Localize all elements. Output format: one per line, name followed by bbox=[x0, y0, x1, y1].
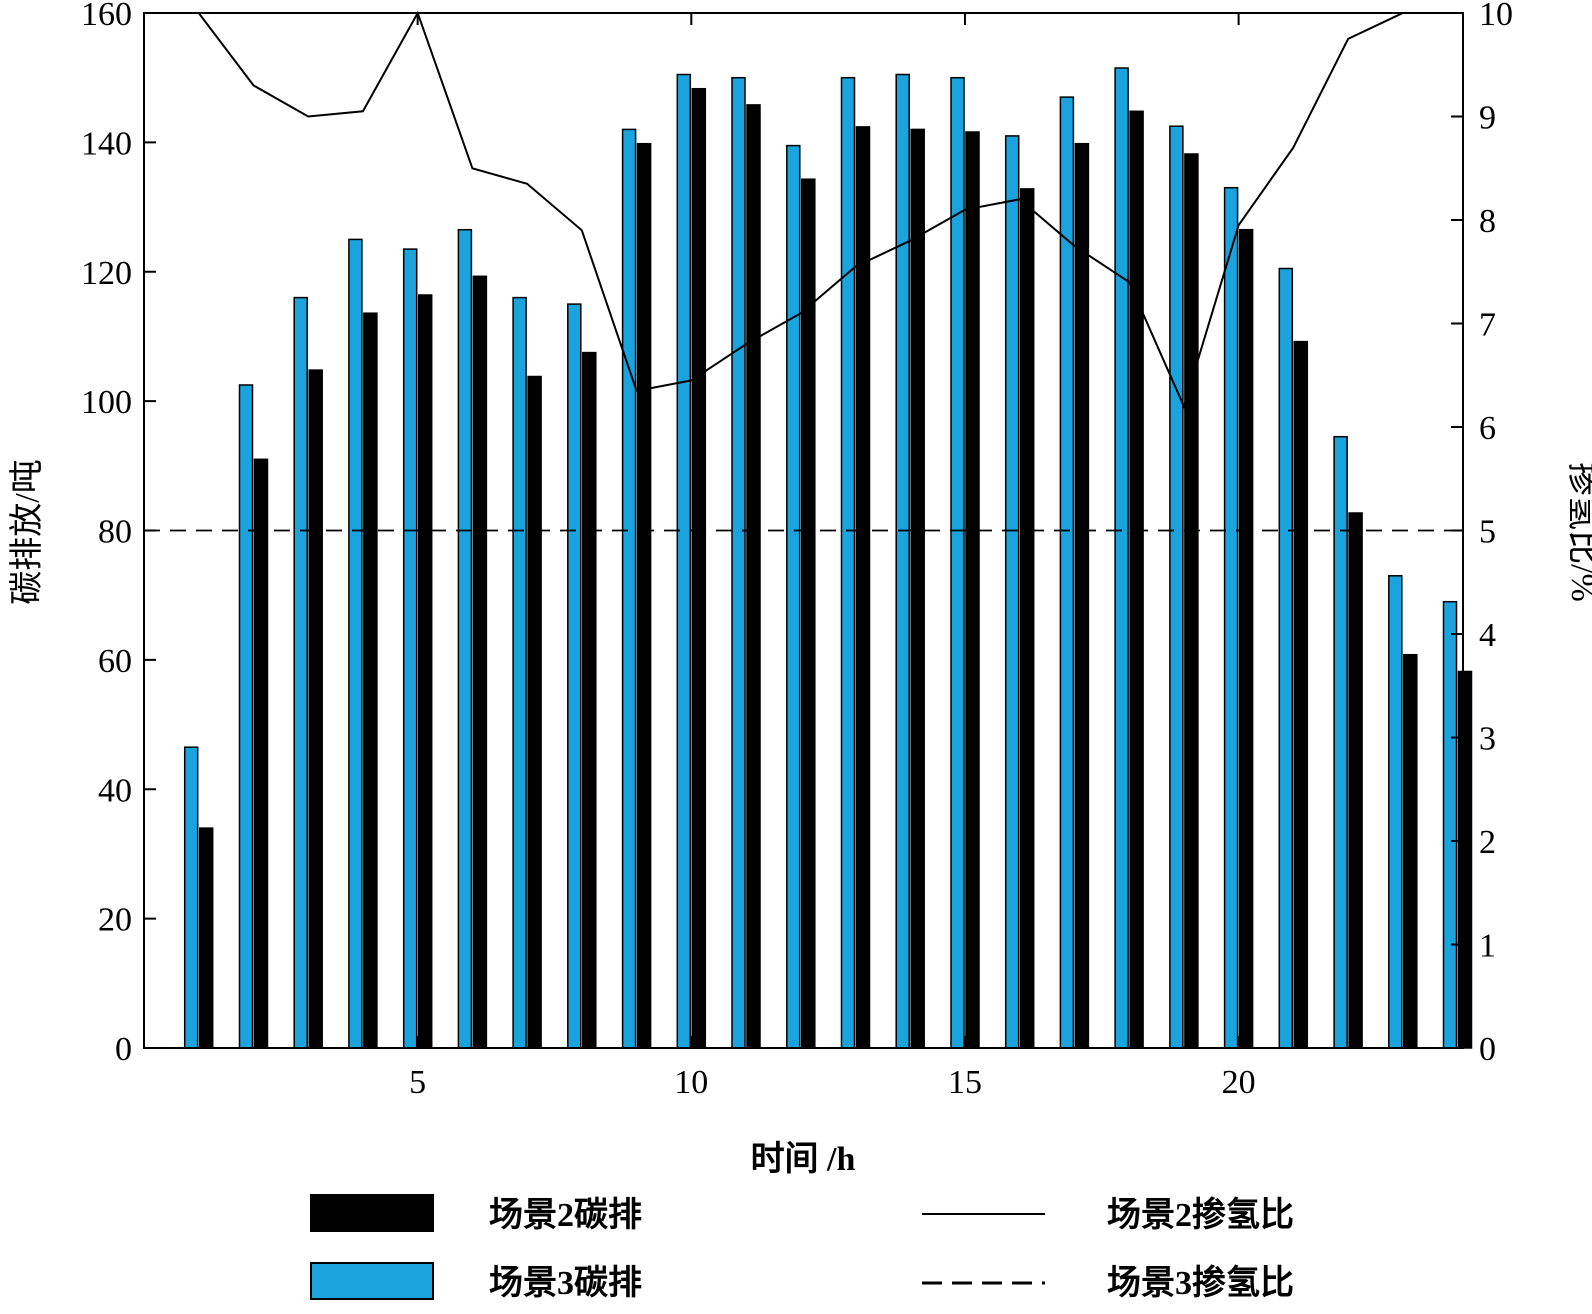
bar-scenario2-emission-6 bbox=[472, 275, 488, 1049]
line-scenario2-ratio bbox=[197, 10, 1458, 410]
y-right-tick-label: 5 bbox=[1479, 514, 1496, 551]
bar-scenario2-emission-23 bbox=[1403, 653, 1418, 1049]
bar-scenario3-emission-11 bbox=[731, 76, 746, 1049]
bar-scenario3-emission-9 bbox=[621, 128, 637, 1049]
y-right-tick-label: 9 bbox=[1479, 100, 1496, 137]
bar-scenario2-emission-17 bbox=[1074, 142, 1090, 1049]
bar-scenario2-emission-20 bbox=[1238, 228, 1254, 1049]
bar-scenario3-emission-23 bbox=[1388, 575, 1403, 1049]
y-left-tick-label: 120 bbox=[81, 255, 132, 292]
bar-scenario2-emission-24 bbox=[1457, 670, 1473, 1049]
y-axis-left-label: 碳排放/吨 bbox=[8, 459, 46, 604]
bar-scenario2-emission-5 bbox=[417, 294, 433, 1049]
bar-scenario2-emission-2 bbox=[253, 458, 269, 1049]
bar-scenario3-emission-7 bbox=[512, 296, 527, 1049]
bar-scenario2-emission-9 bbox=[636, 142, 652, 1049]
y-left-tick-label: 60 bbox=[98, 643, 132, 680]
bar-scenario2-emission-21 bbox=[1293, 340, 1309, 1049]
y-axis-right-label: 掺氢比/% bbox=[1564, 462, 1592, 602]
y-right-tick-label: 4 bbox=[1479, 617, 1496, 654]
lines-layer bbox=[144, 10, 1463, 532]
x-tick-label: 5 bbox=[409, 1064, 426, 1101]
bar-scenario2-emission-14 bbox=[910, 128, 925, 1049]
bar-scenario3-emission-24 bbox=[1442, 600, 1458, 1049]
bar-scenario3-emission-1 bbox=[183, 746, 199, 1049]
legend-label-scenario3-emission: 场景3碳排 bbox=[489, 1264, 642, 1302]
bar-scenario3-emission-13 bbox=[840, 76, 856, 1049]
y-left-tick-label: 140 bbox=[81, 125, 132, 162]
y-right-tick-label: 10 bbox=[1479, 0, 1513, 33]
bar-scenario2-emission-1 bbox=[198, 827, 214, 1049]
y-left-tick-label: 20 bbox=[98, 902, 132, 939]
y-left-tick-label: 40 bbox=[98, 772, 132, 809]
bar-scenario2-emission-15 bbox=[965, 131, 980, 1049]
y-right-tick-label: 2 bbox=[1479, 824, 1496, 861]
y-right-tick-label: 0 bbox=[1479, 1031, 1496, 1068]
bar-scenario3-emission-14 bbox=[895, 73, 910, 1049]
y-left-tick-label: 80 bbox=[98, 514, 132, 551]
bar-scenario3-emission-2 bbox=[238, 384, 254, 1049]
bar-scenario3-emission-6 bbox=[457, 228, 473, 1049]
bar-scenario2-emission-3 bbox=[308, 369, 323, 1049]
bar-scenario2-emission-7 bbox=[527, 375, 542, 1049]
bar-scenario3-emission-19 bbox=[1169, 125, 1184, 1049]
bar-scenario2-emission-10 bbox=[691, 87, 707, 1049]
legend-label-scenario3-ratio: 场景3掺氢比 bbox=[1107, 1263, 1294, 1302]
x-axis-label: 时间 /h bbox=[751, 1140, 856, 1178]
ticks-layer: 5 10 15 20 0 20 40 60 80 100 120 140 160 0 1 2 3 4 5 6 7 8 9 10 bbox=[81, 0, 1513, 1101]
y-right-tick-label: 8 bbox=[1479, 203, 1496, 240]
legend: 场景2碳排 场景3碳排 场景2掺氢比 场景3掺氢比 bbox=[310, 1194, 1294, 1302]
x-tick-label: 15 bbox=[948, 1064, 982, 1101]
bar-scenario3-emission-4 bbox=[348, 238, 363, 1049]
bar-scenario3-emission-10 bbox=[676, 73, 692, 1049]
bar-scenario2-emission-4 bbox=[363, 312, 378, 1049]
bar-scenario3-emission-16 bbox=[1004, 135, 1020, 1049]
legend-swatch-scenario2-emission bbox=[310, 1194, 434, 1232]
y-left-tick-label: 0 bbox=[115, 1031, 132, 1068]
y-right-tick-label: 1 bbox=[1479, 928, 1496, 965]
bar-scenario2-emission-11 bbox=[746, 104, 761, 1049]
bar-scenario3-emission-3 bbox=[293, 296, 308, 1049]
legend-label-scenario2-emission: 场景2碳排 bbox=[489, 1196, 642, 1234]
bar-scenario3-emission-15 bbox=[950, 76, 965, 1049]
y-right-tick-label: 3 bbox=[1479, 721, 1496, 758]
y-left-tick-label: 160 bbox=[81, 0, 132, 33]
x-tick-label: 10 bbox=[674, 1064, 708, 1101]
bar-scenario2-emission-16 bbox=[1019, 188, 1035, 1049]
y-right-tick-label: 7 bbox=[1479, 307, 1496, 344]
bar-scenario3-emission-8 bbox=[567, 303, 582, 1049]
y-left-tick-label: 100 bbox=[81, 384, 132, 421]
bar-scenario2-emission-22 bbox=[1348, 512, 1363, 1049]
bars-layer bbox=[183, 67, 1473, 1049]
bar-scenario3-emission-5 bbox=[402, 248, 418, 1049]
y-right-tick-label: 6 bbox=[1479, 410, 1496, 447]
x-tick-label: 20 bbox=[1222, 1064, 1256, 1101]
bar-scenario2-emission-18 bbox=[1129, 110, 1144, 1049]
bar-scenario3-emission-22 bbox=[1333, 435, 1348, 1049]
legend-swatch-scenario3-emission bbox=[310, 1262, 434, 1300]
legend-label-scenario2-ratio: 场景2掺氢比 bbox=[1107, 1195, 1294, 1234]
bar-scenario3-emission-12 bbox=[786, 144, 801, 1049]
bar-scenario3-emission-20 bbox=[1223, 186, 1239, 1049]
bar-scenario3-emission-18 bbox=[1114, 67, 1129, 1049]
bar-scenario2-emission-19 bbox=[1184, 153, 1199, 1049]
bar-scenario3-emission-21 bbox=[1278, 267, 1294, 1049]
bar-scenario2-emission-8 bbox=[582, 351, 597, 1049]
